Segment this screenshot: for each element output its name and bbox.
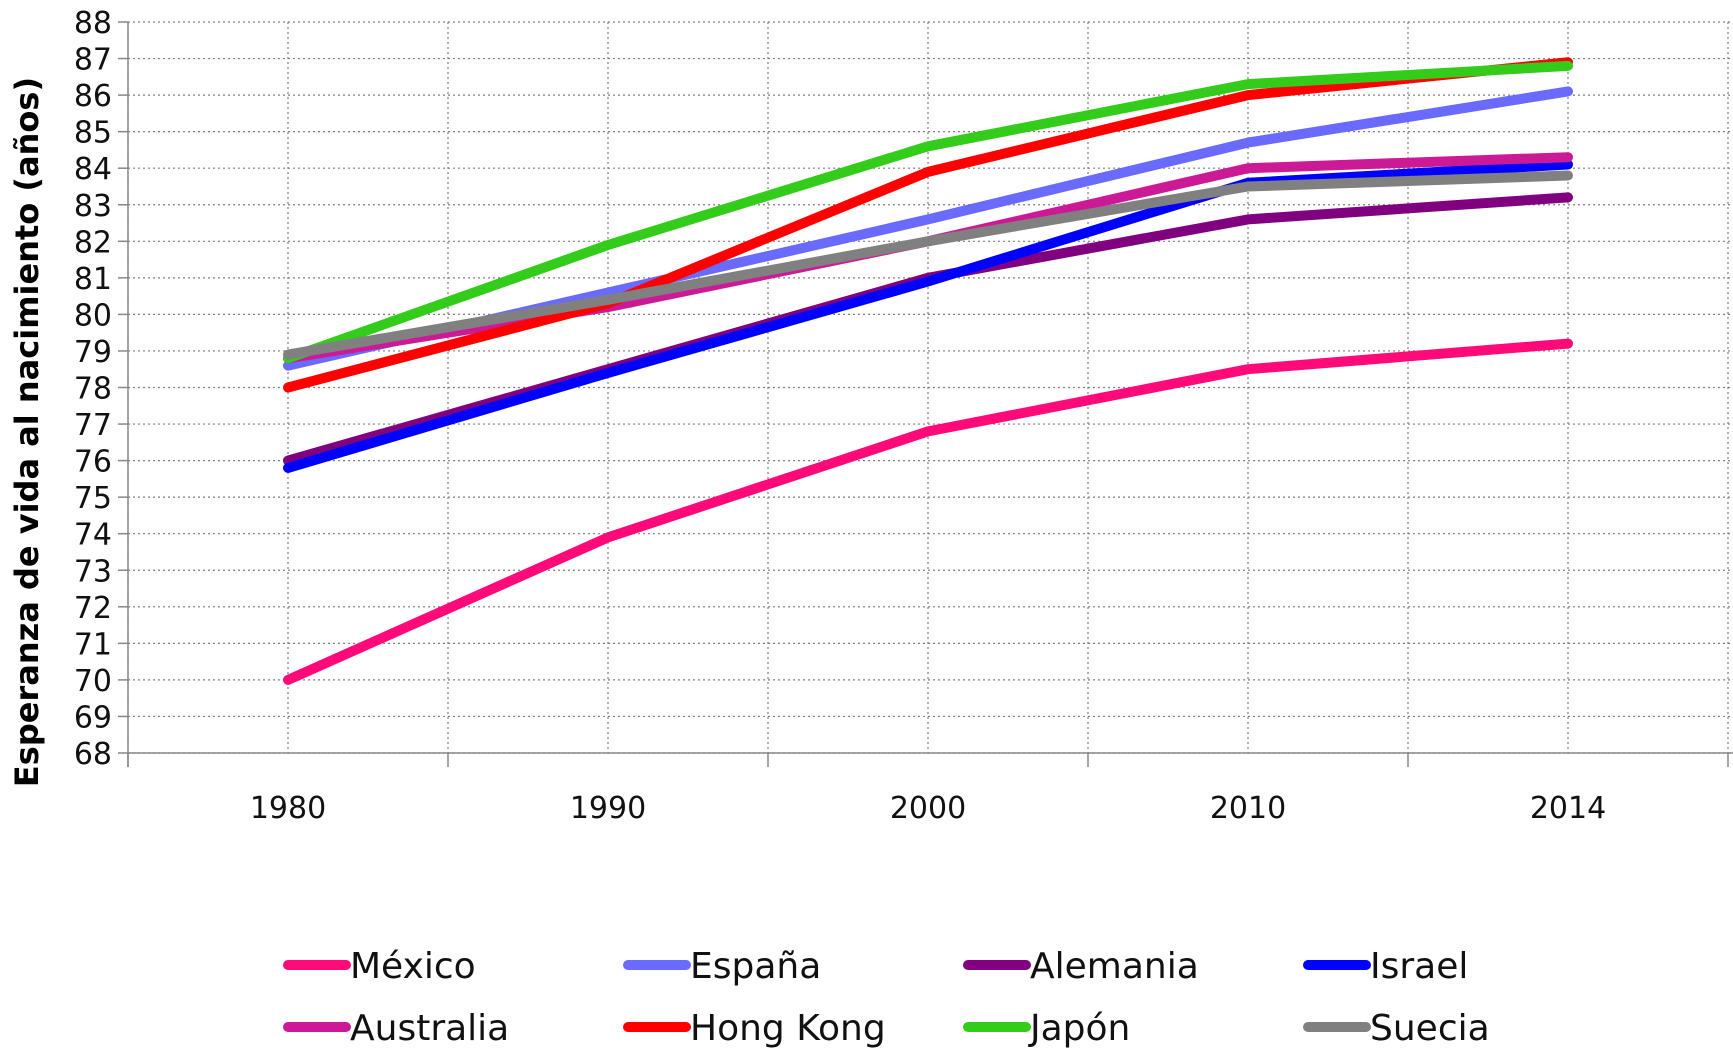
y-tick-label: 69 — [74, 700, 112, 735]
x-tick-label: 2000 — [890, 791, 966, 826]
legend-label: España — [690, 946, 821, 987]
y-tick-label: 80 — [74, 298, 112, 333]
axes — [118, 21, 1733, 767]
y-tick-label: 75 — [74, 481, 112, 516]
legend-label: Australia — [350, 1008, 509, 1048]
legend-item: Australia — [283, 1008, 509, 1048]
series-lines — [283, 57, 1573, 685]
x-tick-label: 2014 — [1530, 791, 1606, 826]
x-tick-label: 1990 — [570, 791, 646, 826]
y-tick-label: 68 — [74, 737, 112, 772]
y-tick-labels: 6869707172737475767778798081828384858687… — [74, 6, 112, 772]
series-line-méxico — [283, 338, 1573, 685]
legend-item: Alemania — [963, 946, 1199, 987]
y-tick-label: 82 — [74, 225, 112, 260]
legend-item: Suecia — [1303, 1008, 1490, 1048]
legend-label: Japón — [1028, 1008, 1130, 1048]
legend-item: México — [283, 946, 476, 987]
y-tick-label: 73 — [74, 554, 112, 589]
x-tick-labels: 1980 1990 2000 2010 2014 — [250, 791, 1606, 826]
series-line-israel — [283, 159, 1573, 473]
y-tick-label: 71 — [74, 627, 112, 662]
legend-label: Hong Kong — [690, 1008, 886, 1048]
y-tick-label: 87 — [74, 43, 112, 78]
x-tick-label: 2010 — [1210, 791, 1286, 826]
series-line-hong-kong — [283, 57, 1573, 393]
legend-item: Japón — [963, 1008, 1130, 1048]
y-tick-label: 86 — [74, 79, 112, 114]
y-tick-label: 78 — [74, 372, 112, 407]
y-tick-label: 77 — [74, 408, 112, 443]
legend: México España Alemania Israel Australia Hong … — [283, 946, 1490, 1048]
y-tick-label: 83 — [74, 189, 112, 224]
y-axis-label: Esperanza de vida al nacimiento (años) — [8, 77, 46, 787]
legend-label: Suecia — [1370, 1008, 1490, 1048]
y-tick-label: 72 — [74, 591, 112, 626]
y-tick-label: 88 — [74, 6, 112, 41]
y-tick-label: 74 — [74, 518, 112, 553]
legend-item: Hong Kong — [623, 1008, 886, 1048]
y-tick-label: 76 — [74, 445, 112, 480]
legend-label: Israel — [1370, 946, 1468, 987]
y-tick-label: 79 — [74, 335, 112, 370]
series-line-japón — [283, 60, 1573, 364]
y-tick-label: 84 — [74, 152, 112, 187]
y-tick-label: 70 — [74, 664, 112, 699]
legend-item: España — [623, 946, 821, 987]
series-line-suecia — [283, 170, 1573, 360]
y-tick-label: 85 — [74, 116, 112, 151]
y-tick-label: 81 — [74, 262, 112, 297]
legend-label: México — [350, 946, 476, 987]
x-tick-label: 1980 — [250, 791, 326, 826]
legend-item: Israel — [1303, 946, 1468, 987]
legend-label: Alemania — [1030, 946, 1199, 987]
